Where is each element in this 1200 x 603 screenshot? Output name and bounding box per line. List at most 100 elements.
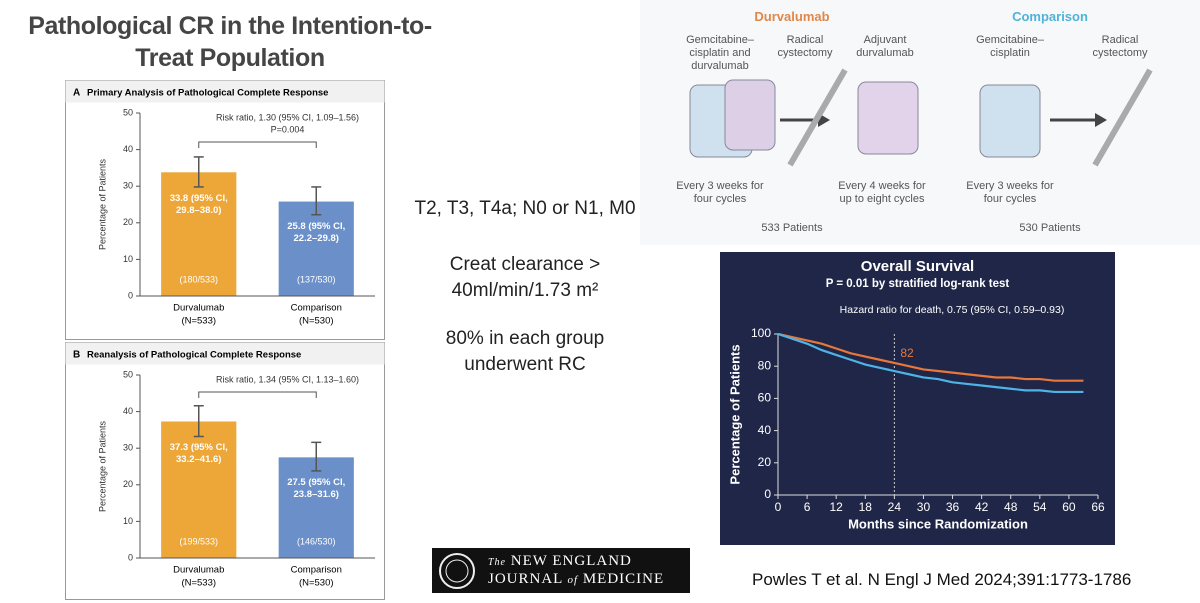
line-chart: Overall Survival P = 0.01 by stratified l…	[720, 252, 1115, 545]
y-tick-label: 0	[128, 552, 133, 562]
y-tick-label: 80	[758, 358, 772, 372]
y-tick-label: 40	[123, 144, 133, 154]
arm-step: Gemcitabine–cisplatin	[976, 34, 1044, 59]
panel-title: Primary Analysis of Pathological Complet…	[87, 88, 328, 99]
y-tick-label: 50	[123, 369, 133, 379]
x-tick-label: 12	[830, 500, 844, 514]
y-tick-label: 10	[123, 254, 133, 264]
x-tick-label: 30	[917, 500, 931, 514]
panel-title: Reanalysis of Pathological Complete Resp…	[87, 350, 301, 361]
x-tick-label: 6	[804, 500, 811, 514]
value-label-box: 33.8 (95% CI, 29.8–38.0)	[170, 193, 228, 216]
slide-title: Pathological CR in the Intention-to-Trea…	[28, 12, 432, 72]
logo-text: MEDICINE	[582, 571, 665, 587]
arm-schedule: Every 3 weeks for four cycles	[966, 180, 1054, 205]
bar-chart: B Reanalysis of Pathological Complete Res…	[65, 342, 385, 600]
bracket	[198, 391, 317, 398]
x-tick-label: 0	[775, 500, 782, 514]
count-label: (180/533)	[179, 274, 218, 284]
arm-patients: 533 Patients	[761, 222, 823, 234]
count-label: (137/530)	[297, 274, 336, 284]
arm-name: Durvalumab	[754, 9, 830, 24]
logo-text: NEW ENGLAND	[510, 553, 632, 569]
panel-header	[65, 342, 385, 365]
arm-schedule: Every 4 weeks for up to eight cycles	[838, 180, 926, 205]
iv-bag	[724, 79, 776, 151]
panel-letter: A	[73, 88, 80, 99]
value-label: 37.3 (95% CI, 33.2–41.6)	[169, 442, 228, 466]
x-axis-label: Months since Randomization	[848, 516, 1028, 531]
value-label: 25.8 (95% CI, 22.2–29.8)	[287, 220, 346, 244]
y-tick-label: 20	[758, 455, 772, 469]
logo-text: of	[567, 574, 579, 586]
x-tick-label: 60	[1062, 500, 1076, 514]
y-tick-label: 30	[123, 181, 133, 191]
criteria-text: 80% in each group underwent RC	[445, 328, 605, 375]
annotation: Risk ratio, 1.34 (95% CI, 1.13–1.60)	[216, 374, 359, 384]
count-label: (146/530)	[297, 536, 336, 546]
x-tick-label: Durvalumab	[173, 565, 224, 576]
logo-text: The	[488, 557, 506, 568]
citation: Powles T et al. N Engl J Med 2024;391:17…	[752, 570, 1132, 589]
y-tick-label: 20	[123, 479, 133, 489]
survival-curve	[777, 332, 1084, 394]
y-tick-label: 60	[758, 391, 772, 405]
y-tick-label: 50	[123, 107, 133, 117]
y-tick-label: 40	[758, 423, 772, 437]
arm-step: Gemcitabine–cisplatin and durvalumab	[686, 34, 754, 72]
y-tick-label: 10	[123, 516, 133, 526]
y-tick-label: 100	[751, 326, 771, 340]
criteria-text: T2, T3, T4a; N0 or N1, M0	[414, 198, 636, 219]
iv-bag	[979, 84, 1041, 158]
arrow-head	[1095, 113, 1107, 127]
x-tick-label: Comparison	[291, 565, 342, 576]
x-tick-label: 42	[975, 500, 989, 514]
x-tick-label: 36	[946, 500, 960, 514]
arm-name: Comparison	[1012, 9, 1088, 24]
diagram-art	[689, 68, 1153, 167]
x-tick-label: 66	[1091, 500, 1105, 514]
criteria-text: Creat clearance > 40ml/min/1.73 m²	[449, 254, 601, 301]
bracket	[198, 141, 317, 148]
panel-header	[65, 80, 385, 103]
n-label: (N=530)	[299, 578, 334, 589]
bar	[161, 172, 237, 296]
count-label: (199/533)	[179, 536, 218, 546]
annotation: Risk ratio, 1.30 (95% CI, 1.09–1.56)	[216, 112, 359, 122]
value-label-box: 27.5 (95% CI, 23.8–31.6)	[287, 476, 346, 500]
iv-bag	[857, 81, 919, 155]
n-label: (N=533)	[181, 316, 216, 327]
x-tick-label: 48	[1004, 500, 1018, 514]
value-label: 27.5 (95% CI, 23.8–31.6)	[287, 476, 346, 500]
survival-curve	[777, 332, 1084, 382]
bar	[278, 457, 354, 558]
n-label: (N=533)	[181, 578, 216, 589]
y-tick-label: 40	[123, 406, 133, 416]
arm-schedule: Every 3 weeks for four cycles	[676, 180, 764, 205]
scalpel	[1092, 68, 1153, 167]
x-tick-label: 24	[888, 500, 902, 514]
y-axis-label: Percentage of Patients	[727, 344, 742, 484]
value-label-box: 25.8 (95% CI, 22.2–29.8)	[287, 220, 346, 244]
y-tick-label: 20	[123, 217, 133, 227]
marker-label: 82	[900, 346, 914, 360]
arm-step: Adjuvant durvalumab	[856, 34, 914, 59]
arm-step: Radical cystectomy	[777, 34, 833, 59]
y-axis-label: Percentage of Patients	[97, 158, 107, 250]
y-tick-label: 30	[123, 443, 133, 453]
annotation: P=0.004	[271, 124, 305, 134]
chart-title: Overall Survival	[861, 258, 974, 275]
annotation: Hazard ratio for death, 0.75 (95% CI, 0.…	[840, 304, 1065, 316]
logo-text: JOURNAL	[488, 571, 563, 587]
x-tick-label: 18	[859, 500, 873, 514]
arm-step: Radical cystectomy	[1092, 34, 1148, 59]
bar	[161, 421, 237, 558]
bar	[278, 201, 354, 296]
n-label: (N=530)	[299, 316, 334, 327]
journal-logo: The NEW ENGLAND JOURNAL of MEDICINE	[432, 548, 690, 593]
chart-background	[720, 252, 1115, 545]
chart-subtitle: P = 0.01 by stratified log-rank test	[826, 278, 1010, 290]
x-tick-label: Comparison	[291, 303, 342, 314]
panel-letter: B	[73, 350, 80, 361]
